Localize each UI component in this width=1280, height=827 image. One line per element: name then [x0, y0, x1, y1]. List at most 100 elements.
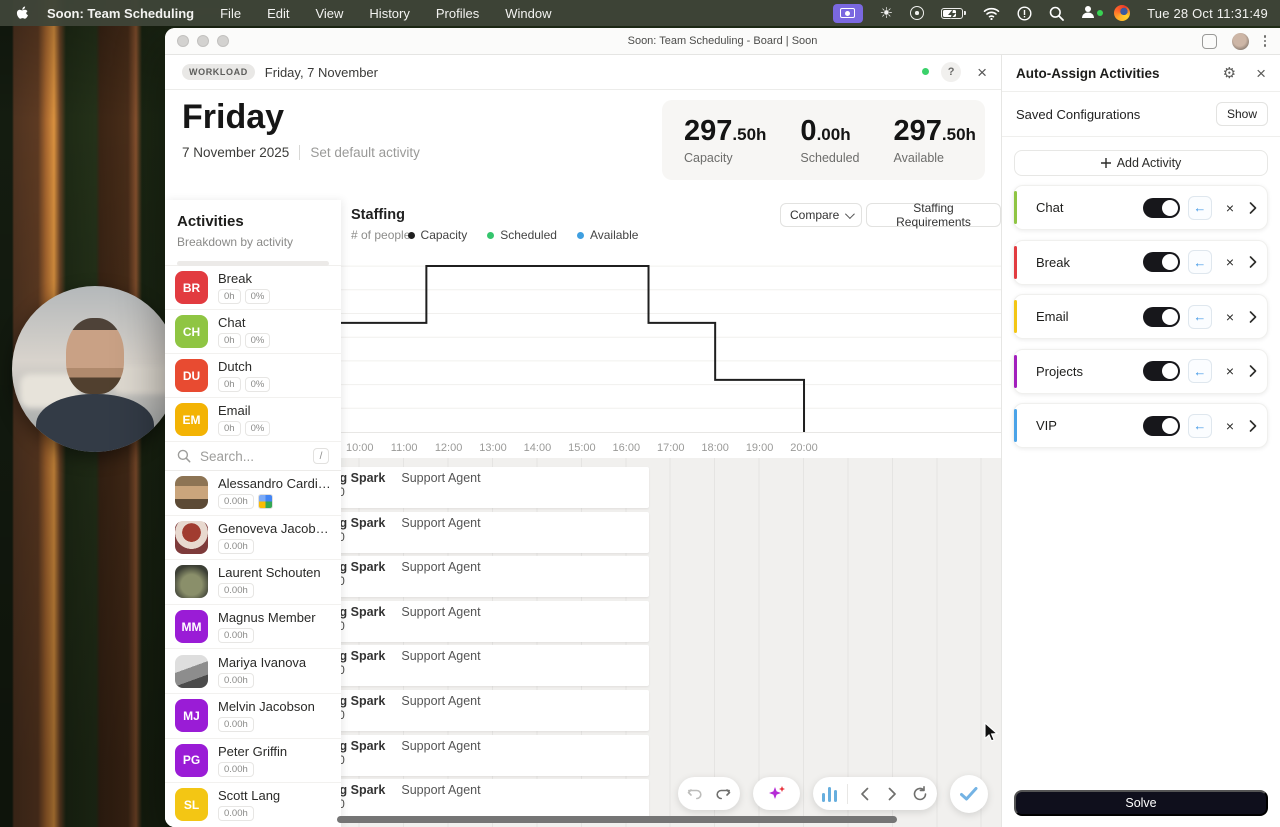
activity-toggle[interactable] — [1142, 415, 1180, 436]
person-row[interactable]: MM Magnus Member 0.00h — [165, 605, 341, 650]
activity-item-break[interactable]: BR Break 0h 0% — [165, 266, 341, 310]
shortcuts-info-icon[interactable] — [1017, 5, 1032, 21]
firefox-icon[interactable] — [1114, 5, 1131, 21]
refresh-button[interactable] — [907, 777, 935, 810]
horizontal-scrollbar[interactable] — [337, 816, 897, 823]
activity-percent: 0% — [244, 377, 271, 392]
help-button[interactable]: ? — [941, 62, 962, 82]
person-hours: 0.00h — [218, 494, 254, 510]
screen-mirroring-icon[interactable] — [832, 3, 863, 23]
activity-item-email[interactable]: EM Email 0h 0% — [165, 398, 341, 442]
person-row[interactable]: Mariya Ivanova 0.00h — [165, 649, 341, 694]
menubar-item-profiles[interactable]: Profiles — [435, 5, 480, 21]
day-header: Friday 7 November 2025 Set default activ… — [165, 90, 1001, 190]
webcam-overlay — [12, 286, 178, 452]
next-button[interactable] — [879, 777, 907, 810]
activity-toggle[interactable] — [1142, 306, 1180, 327]
assign-activity-card-email: Email ← × — [1013, 294, 1268, 340]
person-row[interactable]: PG Peter Griffin 0.00h — [165, 739, 341, 784]
activity-item-chat[interactable]: CH Chat 0h 0% — [165, 310, 341, 354]
user-status-dot — [1097, 9, 1104, 16]
battery-icon[interactable] — [941, 7, 967, 19]
undo-button[interactable] — [681, 777, 709, 810]
revert-arrow-button[interactable]: ← — [1187, 304, 1212, 329]
compare-button[interactable]: Compare — [780, 203, 863, 227]
menubar-item-window[interactable]: Window — [505, 5, 552, 21]
show-configurations-button[interactable]: Show — [1215, 102, 1268, 126]
gear-icon[interactable]: ⚙ — [1222, 65, 1237, 82]
activity-item-dutch[interactable]: DU Dutch 0h 0% — [165, 354, 341, 398]
expand-chevron-icon[interactable] — [1249, 256, 1257, 268]
display-brightness-icon[interactable]: ☀ — [879, 5, 894, 22]
previous-button[interactable] — [851, 777, 879, 810]
menubar-clock[interactable]: Tue 28 Oct 11:31:49 — [1147, 5, 1268, 21]
set-default-activity-link[interactable]: Set default activity — [299, 145, 420, 160]
expand-chevron-icon[interactable] — [1249, 365, 1257, 378]
minimize-window-button[interactable] — [197, 35, 209, 47]
menubar-item-edit[interactable]: Edit — [267, 5, 290, 21]
activity-hours: 0h — [218, 377, 241, 392]
solve-button[interactable]: Solve — [1014, 790, 1268, 816]
remove-activity-button[interactable]: × — [1225, 254, 1234, 271]
more-menu-icon[interactable] — [1263, 35, 1266, 47]
toggle-knob — [1161, 363, 1178, 380]
add-activity-button[interactable]: Add Activity — [1014, 150, 1268, 176]
menubar-item-file[interactable]: File — [220, 5, 242, 21]
confirm-button[interactable] — [950, 775, 988, 813]
extension-icon[interactable] — [1201, 33, 1217, 49]
close-view-button[interactable]: × — [977, 62, 987, 82]
time-tick: 10:00 — [345, 442, 374, 454]
zoom-window-button[interactable] — [217, 35, 229, 47]
toggle-knob — [1161, 254, 1178, 271]
expand-chevron-icon[interactable] — [1249, 310, 1257, 323]
person-row[interactable]: Laurent Schouten 0.00h — [165, 560, 341, 605]
apple-menu[interactable] — [16, 5, 31, 21]
user-presence-avatar[interactable] — [899, 62, 931, 82]
remove-activity-button[interactable]: × — [1225, 308, 1234, 325]
person-row[interactable]: Genoveva Jacobson-K... 0.00h — [165, 516, 341, 561]
assign-activity-card-vip: VIP ← × — [1013, 403, 1268, 449]
person-hours: 0.00h — [218, 806, 254, 822]
stat-capacity: 297.50h Capacity — [684, 115, 766, 165]
person-row[interactable]: Alessandro Cardinali 0.00h — [165, 471, 341, 516]
chart-toggle-button[interactable] — [816, 777, 844, 810]
person-row[interactable]: MJ Melvin Jacobson 0.00h — [165, 694, 341, 739]
remove-activity-button[interactable]: × — [1225, 199, 1234, 216]
activity-toggle[interactable] — [1142, 252, 1180, 273]
shift-role: Support Agent — [401, 649, 481, 664]
people-search[interactable]: Search... / — [165, 442, 341, 471]
revert-arrow-button[interactable]: ← — [1187, 413, 1212, 438]
staffing-requirements-button[interactable]: Staffing Requirements — [866, 201, 1001, 229]
time-tick: 12:00 — [434, 442, 463, 454]
topbar-date[interactable]: Friday, 7 November — [264, 64, 378, 80]
menubar-item-view[interactable]: View — [315, 5, 344, 21]
webcam-person-body — [36, 394, 154, 452]
control-center-icon[interactable] — [910, 6, 925, 20]
activity-toggle[interactable] — [1142, 361, 1180, 382]
revert-arrow-button[interactable]: ← — [1187, 359, 1212, 384]
expand-chevron-icon[interactable] — [1249, 420, 1257, 432]
remove-activity-button[interactable]: × — [1225, 417, 1234, 434]
activity-toggle[interactable] — [1142, 197, 1180, 218]
remove-activity-button[interactable]: × — [1225, 363, 1234, 380]
spotlight-search-icon[interactable] — [1049, 6, 1065, 21]
avatar — [175, 565, 208, 599]
page-date: 7 November 2025 — [182, 145, 290, 160]
menubar-app-name[interactable]: Soon: Team Scheduling — [47, 5, 195, 21]
person-row[interactable]: SL Scott Lang 0.00h — [165, 783, 341, 827]
fast-user-switching-icon[interactable] — [1081, 5, 1104, 22]
assign-activity-name: Email — [1036, 309, 1069, 325]
ai-assist-button[interactable] — [753, 777, 800, 810]
person-hours: 0.00h — [218, 538, 254, 554]
revert-arrow-button[interactable]: ← — [1187, 250, 1212, 275]
panel-close-icon[interactable]: × — [1256, 63, 1266, 83]
wifi-icon[interactable] — [983, 7, 1000, 20]
person-name: Laurent Schouten — [218, 565, 321, 581]
window-titlebar[interactable]: Soon: Team Scheduling - Board | Soon — [165, 28, 1280, 55]
close-window-button[interactable] — [177, 35, 189, 47]
redo-button[interactable] — [709, 777, 737, 810]
browser-profile-avatar[interactable] — [1231, 32, 1249, 50]
expand-chevron-icon[interactable] — [1249, 201, 1257, 214]
revert-arrow-button[interactable]: ← — [1187, 195, 1212, 220]
menubar-item-history[interactable]: History — [369, 5, 410, 21]
